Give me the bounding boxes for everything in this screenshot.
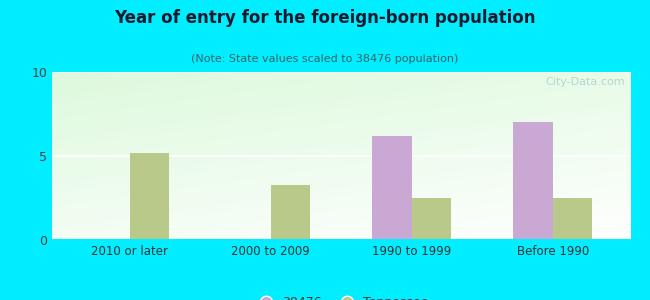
Bar: [372, 136, 412, 240]
Bar: [553, 198, 592, 240]
Text: Year of entry for the foreign-born population: Year of entry for the foreign-born popul…: [114, 9, 536, 27]
Bar: [514, 122, 553, 240]
Legend: 38476, Tennessee: 38476, Tennessee: [249, 291, 434, 300]
Bar: [412, 198, 451, 240]
Bar: [270, 184, 310, 240]
Text: City-Data.com: City-Data.com: [545, 77, 625, 87]
Bar: [129, 153, 169, 240]
Text: (Note: State values scaled to 38476 population): (Note: State values scaled to 38476 popu…: [191, 54, 459, 64]
